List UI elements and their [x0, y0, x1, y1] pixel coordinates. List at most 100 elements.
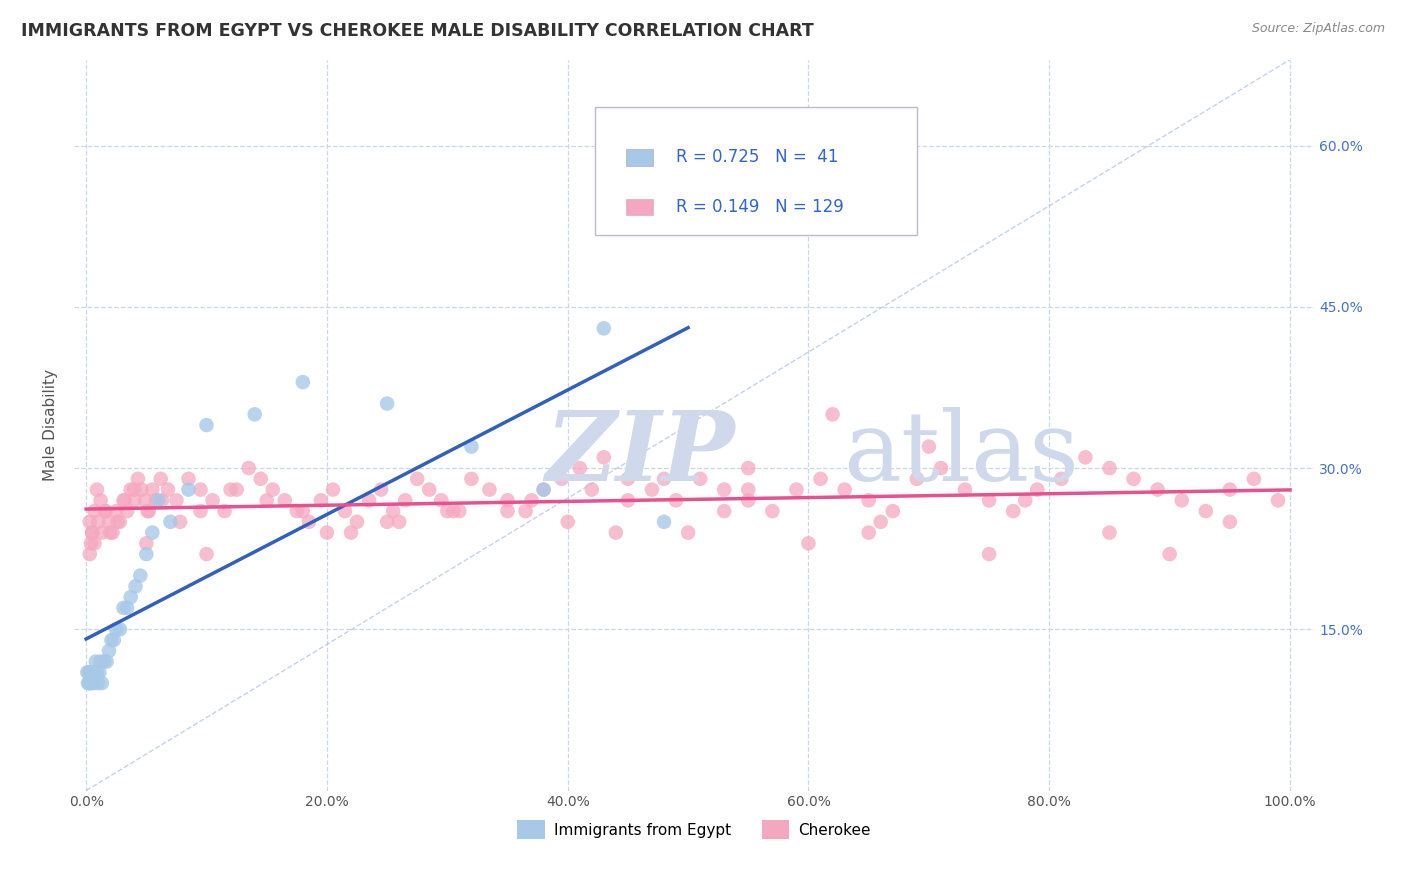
Point: [87, 676, 110, 690]
Point: [256, 493, 278, 508]
Point: [322, 483, 344, 497]
FancyBboxPatch shape: [595, 107, 917, 235]
Point: [90, 525, 112, 540]
Point: [156, 483, 179, 497]
Point: [94, 504, 117, 518]
Point: [115, 600, 138, 615]
Point: [165, 493, 187, 508]
Point: [124, 579, 146, 593]
Point: [129, 568, 152, 582]
Point: [550, 472, 572, 486]
Point: [641, 483, 664, 497]
Point: [1074, 450, 1097, 465]
Point: [177, 483, 200, 497]
Point: [1026, 483, 1049, 497]
Point: [737, 483, 759, 497]
Point: [138, 504, 160, 518]
Point: [77, 665, 100, 680]
Point: [82, 525, 104, 540]
Point: [84, 655, 107, 669]
Point: [905, 472, 928, 486]
Point: [149, 472, 172, 486]
Point: [617, 493, 640, 508]
Text: ZIP: ZIP: [546, 408, 735, 501]
Point: [79, 676, 101, 690]
Point: [112, 493, 135, 508]
Point: [83, 536, 105, 550]
Point: [291, 375, 314, 389]
Point: [98, 644, 121, 658]
Point: [195, 418, 218, 433]
Point: [592, 450, 614, 465]
Point: [810, 472, 832, 486]
Point: [82, 676, 104, 690]
Point: [98, 515, 121, 529]
Text: R = 0.725   N =  41: R = 0.725 N = 41: [675, 148, 838, 167]
Point: [1170, 493, 1192, 508]
Point: [159, 515, 181, 529]
Text: IMMIGRANTS FROM EGYPT VS CHEROKEE MALE DISABILITY CORRELATION CHART: IMMIGRANTS FROM EGYPT VS CHEROKEE MALE D…: [21, 22, 814, 40]
Point: [557, 515, 579, 529]
Point: [929, 461, 952, 475]
Point: [141, 525, 163, 540]
Point: [107, 515, 129, 529]
Point: [100, 633, 122, 648]
Point: [195, 547, 218, 561]
Point: [298, 515, 321, 529]
Point: [533, 483, 555, 497]
Point: [82, 525, 104, 540]
Point: [430, 493, 453, 508]
Point: [869, 515, 891, 529]
Point: [977, 493, 1000, 508]
Point: [375, 515, 398, 529]
Point: [375, 396, 398, 410]
Point: [581, 483, 603, 497]
Point: [77, 676, 100, 690]
Point: [449, 504, 471, 518]
Point: [568, 461, 591, 475]
Point: [101, 525, 124, 540]
Point: [309, 493, 332, 508]
Point: [93, 655, 115, 669]
Point: [87, 515, 110, 529]
Point: [785, 483, 807, 497]
Point: [79, 515, 101, 529]
Point: [90, 676, 112, 690]
Point: [478, 483, 501, 497]
Point: [77, 676, 100, 690]
Point: [285, 504, 308, 518]
Point: [1098, 525, 1121, 540]
Point: [737, 493, 759, 508]
Point: [333, 504, 356, 518]
Point: [108, 515, 131, 529]
Point: [918, 440, 941, 454]
Point: [441, 504, 464, 518]
Point: [737, 461, 759, 475]
Point: [689, 472, 711, 486]
Point: [382, 504, 405, 518]
Point: [80, 536, 103, 550]
Point: [1098, 461, 1121, 475]
Point: [340, 525, 363, 540]
FancyBboxPatch shape: [626, 150, 654, 166]
Point: [90, 655, 112, 669]
Point: [357, 493, 380, 508]
Point: [262, 483, 284, 497]
Point: [114, 493, 136, 508]
Point: [120, 483, 142, 497]
Point: [169, 515, 191, 529]
Point: [713, 504, 735, 518]
Point: [177, 472, 200, 486]
Point: [460, 472, 482, 486]
Point: [89, 665, 111, 680]
Point: [124, 493, 146, 508]
Point: [120, 590, 142, 604]
Point: [533, 483, 555, 497]
Point: [90, 493, 112, 508]
Text: Source: ZipAtlas.com: Source: ZipAtlas.com: [1251, 22, 1385, 36]
Point: [145, 493, 167, 508]
Point: [274, 493, 297, 508]
Point: [418, 483, 440, 497]
Point: [219, 483, 242, 497]
Point: [86, 665, 108, 680]
